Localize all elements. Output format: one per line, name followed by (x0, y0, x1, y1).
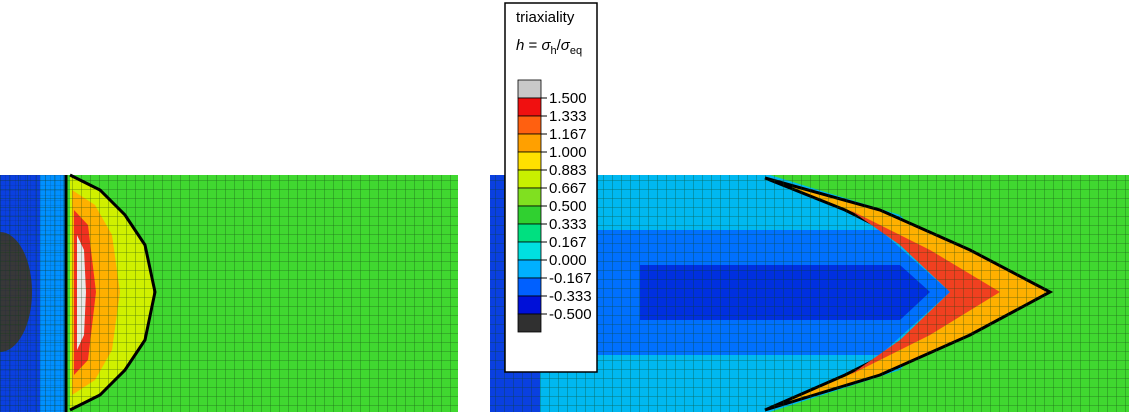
legend-swatch (518, 170, 541, 188)
formula-symbol: h (516, 37, 524, 54)
legend-level: 1.167 (549, 126, 587, 143)
legend-swatch (518, 116, 541, 134)
legend-level: 0.333 (549, 216, 587, 233)
legend-swatch (518, 314, 541, 332)
legend-level: 0.667 (549, 180, 587, 197)
legend-swatch (518, 224, 541, 242)
legend-swatch (518, 242, 541, 260)
legend-swatch (518, 188, 541, 206)
formula-relation: = (529, 37, 538, 54)
legend-level: 0.500 (549, 198, 587, 215)
legend-swatch (518, 260, 541, 278)
legend-level: 0.000 (549, 252, 587, 269)
legend-swatch (518, 134, 541, 152)
legend-level: 1.333 (549, 108, 587, 125)
legend-level: -0.167 (549, 270, 592, 287)
legend-level: 1.000 (549, 144, 587, 161)
legend: triaxiality h = σh/σeq 1.5001.3331.1671.… (505, 3, 597, 372)
legend-level: 0.883 (549, 162, 587, 179)
legend-swatch (518, 152, 541, 170)
legend-swatch (518, 296, 541, 314)
left-contour-plot (0, 175, 458, 412)
legend-level: -0.500 (549, 306, 592, 323)
formula-denominator-sub: eq (570, 45, 582, 57)
legend-swatch (518, 278, 541, 296)
legend-swatch (518, 98, 541, 116)
figure: triaxiality h = σh/σeq 1.5001.3331.1671.… (0, 0, 1129, 412)
legend-swatch (518, 80, 541, 98)
legend-level: 1.500 (549, 90, 587, 107)
legend-title: triaxiality (516, 9, 575, 26)
legend-level: 0.167 (549, 234, 587, 251)
legend-level: -0.333 (549, 288, 592, 305)
legend-swatch (518, 206, 541, 224)
